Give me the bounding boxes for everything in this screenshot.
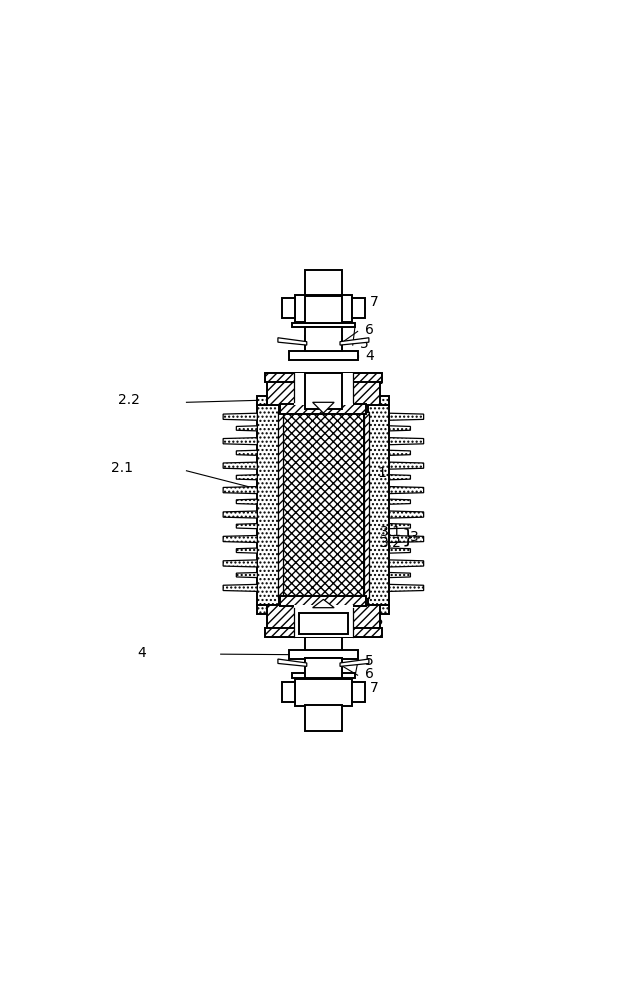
Polygon shape [389, 573, 410, 578]
Polygon shape [389, 450, 410, 455]
Text: 2.2: 2.2 [118, 393, 140, 407]
Bar [294, 605, 353, 637]
Bar [305, 336, 342, 352]
Polygon shape [389, 524, 410, 529]
Polygon shape [237, 524, 257, 529]
Polygon shape [389, 560, 423, 567]
Text: 3: 3 [410, 530, 419, 544]
Polygon shape [312, 402, 334, 413]
Bar [294, 373, 353, 405]
Polygon shape [223, 511, 257, 518]
Text: 2: 2 [375, 618, 384, 632]
Text: 2.1: 2.1 [110, 461, 133, 475]
Text: 3.2: 3.2 [380, 536, 401, 550]
Text: 5: 5 [365, 654, 374, 668]
Polygon shape [340, 659, 369, 666]
Bar [305, 658, 342, 674]
Text: }: } [402, 528, 414, 547]
Polygon shape [237, 426, 257, 431]
Polygon shape [340, 338, 369, 345]
Polygon shape [237, 573, 257, 578]
Bar [265, 373, 382, 382]
Polygon shape [312, 599, 334, 608]
Bar [305, 327, 342, 351]
Polygon shape [237, 548, 257, 553]
Bar [295, 295, 351, 322]
Bar [298, 613, 348, 634]
Bar [295, 679, 351, 706]
Text: 2: 2 [375, 373, 384, 387]
Text: 7: 7 [370, 681, 379, 695]
Polygon shape [389, 487, 423, 494]
Text: 4: 4 [138, 646, 146, 660]
Bar [267, 373, 380, 405]
Bar [305, 705, 342, 731]
Polygon shape [389, 413, 423, 420]
Polygon shape [223, 560, 257, 567]
Polygon shape [278, 338, 307, 345]
Bar [292, 673, 355, 678]
Bar [351, 682, 365, 702]
Bar [280, 596, 367, 606]
Polygon shape [223, 535, 257, 543]
Bar [289, 650, 358, 659]
Text: 7: 7 [370, 295, 379, 309]
Bar [281, 298, 295, 318]
Text: 6: 6 [365, 323, 374, 337]
Bar [305, 373, 342, 409]
Polygon shape [389, 475, 410, 480]
Polygon shape [389, 548, 410, 553]
Text: 4: 4 [365, 349, 374, 363]
Bar [305, 658, 342, 678]
Bar [305, 270, 342, 296]
Bar [267, 605, 380, 637]
Bar [257, 396, 389, 405]
Bar [305, 296, 342, 323]
Text: 5: 5 [360, 337, 369, 351]
Bar [257, 405, 279, 605]
Bar [364, 412, 369, 598]
Polygon shape [223, 462, 257, 469]
Polygon shape [223, 413, 257, 420]
Polygon shape [237, 450, 257, 455]
Bar [283, 412, 364, 598]
Polygon shape [237, 475, 257, 480]
Text: 1: 1 [377, 466, 386, 480]
Polygon shape [389, 535, 423, 543]
Polygon shape [223, 487, 257, 494]
Bar [368, 405, 389, 605]
Bar [278, 412, 283, 598]
Polygon shape [389, 584, 423, 591]
Bar [280, 404, 367, 414]
Text: 6: 6 [365, 667, 374, 681]
Polygon shape [223, 584, 257, 591]
Polygon shape [389, 499, 410, 504]
Polygon shape [389, 462, 423, 469]
Bar [281, 682, 295, 702]
Bar [351, 298, 365, 318]
Polygon shape [237, 499, 257, 504]
Polygon shape [278, 659, 307, 666]
Bar [305, 659, 342, 673]
Bar [265, 628, 382, 637]
Bar [257, 605, 389, 614]
Polygon shape [389, 438, 423, 445]
Bar [289, 351, 358, 360]
Bar [305, 637, 342, 650]
Text: 3.1: 3.1 [380, 525, 401, 539]
Polygon shape [223, 438, 257, 445]
Polygon shape [389, 511, 423, 518]
Bar [292, 323, 355, 327]
Polygon shape [389, 426, 410, 431]
